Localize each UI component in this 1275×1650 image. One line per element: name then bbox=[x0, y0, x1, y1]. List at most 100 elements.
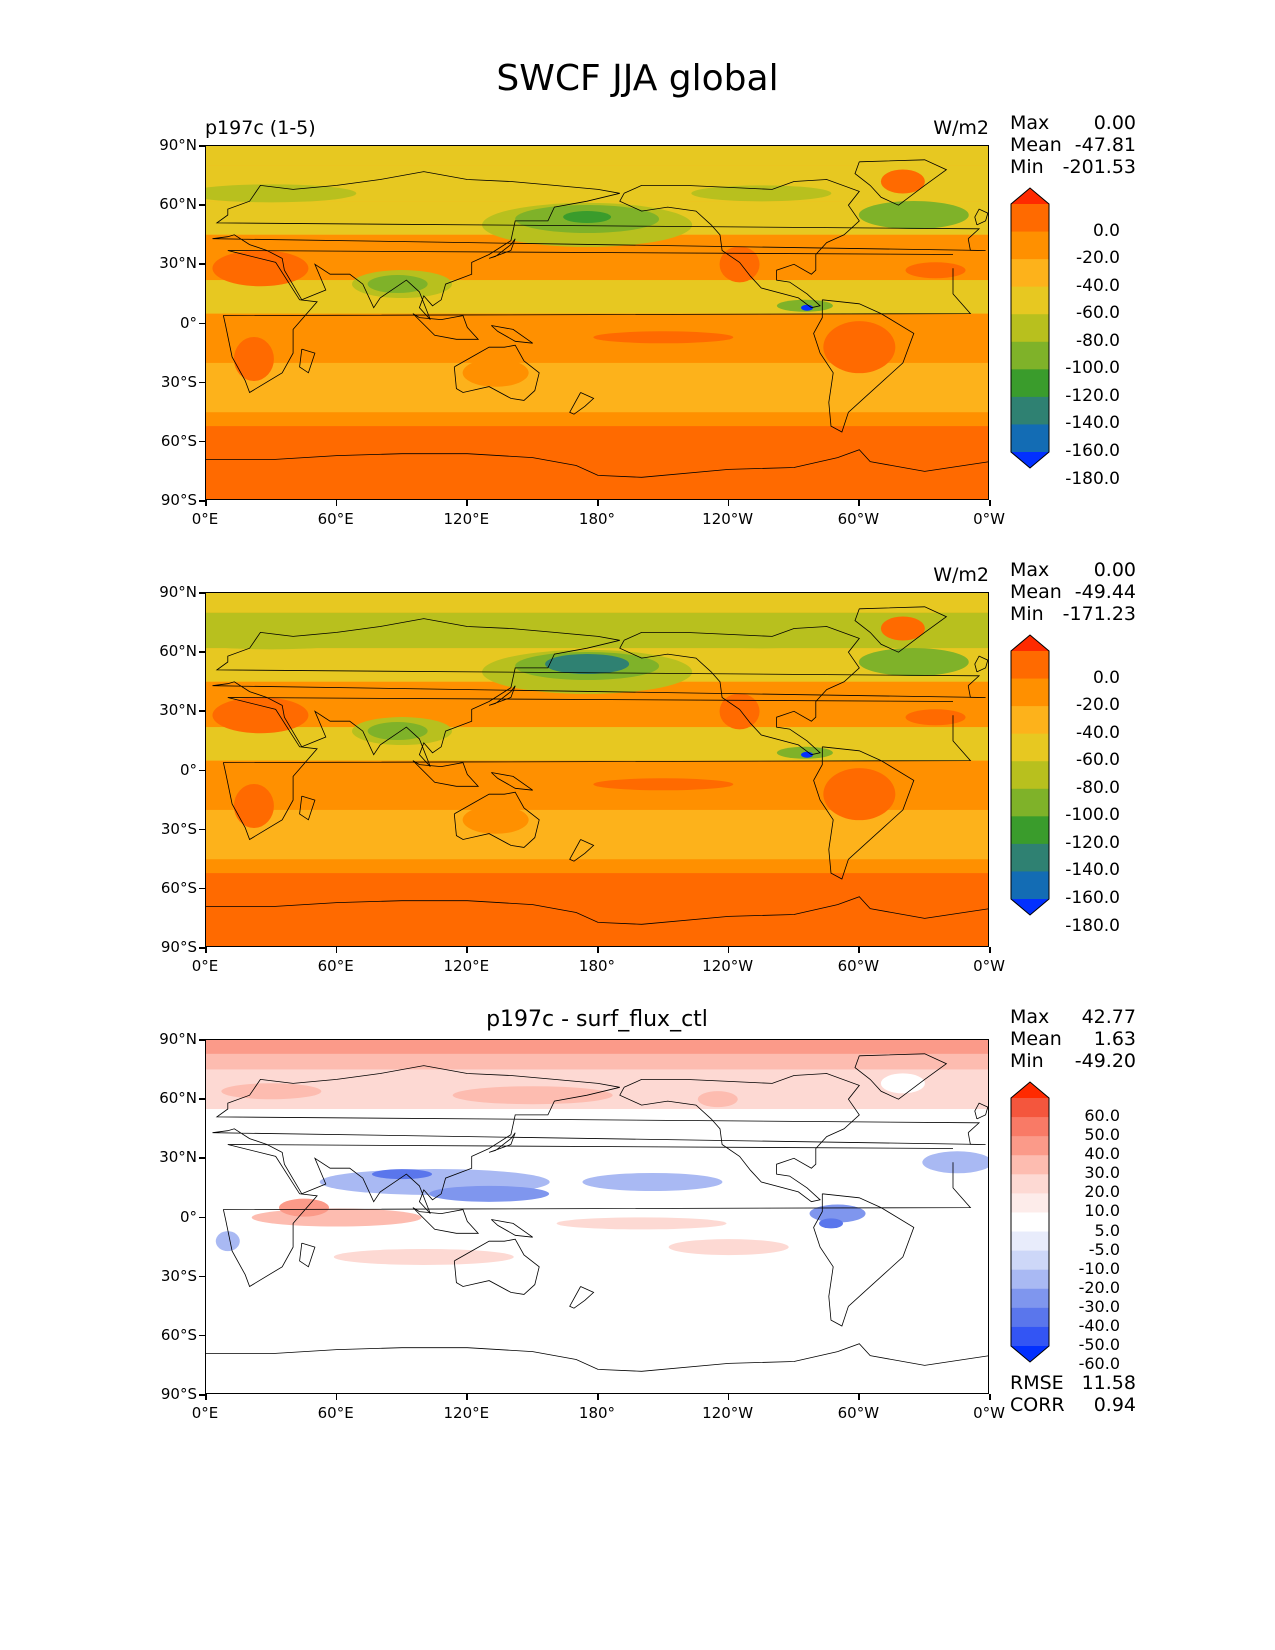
field-indian-ocean-positive bbox=[251, 1208, 422, 1227]
field-itcz-band bbox=[206, 727, 988, 761]
colorbar-tick-label: 40.0 bbox=[1084, 1144, 1120, 1164]
y-tick-label: 90°S bbox=[160, 491, 197, 509]
field-north-pacific-max bbox=[563, 211, 612, 223]
colorbar-tick-label: 20.0 bbox=[1084, 1182, 1120, 1202]
colorbar-segment bbox=[1011, 1212, 1049, 1233]
stat-name: Max bbox=[1010, 1006, 1050, 1028]
x-tick-mark bbox=[989, 1394, 991, 1400]
x-tick-mark bbox=[989, 500, 991, 506]
field-subtropical-atlantic bbox=[905, 709, 966, 726]
colorbar-tick-label: -5.0 bbox=[1088, 1239, 1120, 1259]
stat-value: 1.63 bbox=[1093, 1028, 1136, 1050]
x-tick-label: 60°E bbox=[317, 957, 354, 975]
field-equatorial-pacific bbox=[593, 778, 734, 791]
stat-value: -171.23 bbox=[1062, 603, 1136, 625]
stat-row: RMSE 11.58 bbox=[1010, 1372, 1136, 1394]
coastline-0 bbox=[222, 697, 972, 841]
field-itcz-band bbox=[206, 280, 988, 314]
y-tick-mark bbox=[199, 381, 205, 384]
field-wpac-negative bbox=[429, 1185, 550, 1202]
x-tick-label: 120°E bbox=[443, 510, 490, 528]
colorbar-tick-label: -20.0 bbox=[1076, 695, 1120, 716]
field-siberia-positive bbox=[452, 1086, 613, 1105]
panel-2-bottom-stats: RMSE 11.58 CORR 0.94 bbox=[1010, 1372, 1136, 1416]
field-sahara bbox=[212, 250, 309, 287]
colorbar-segment bbox=[1011, 396, 1049, 425]
y-tick-label: 90°N bbox=[159, 136, 197, 154]
stat-name: Max bbox=[1010, 112, 1050, 134]
field-southern-band bbox=[206, 859, 988, 874]
x-tick-label: 60°W bbox=[837, 510, 880, 528]
panel-0-field bbox=[206, 146, 988, 499]
colorbar-tick-label: -40.0 bbox=[1076, 275, 1120, 296]
x-tick-label: 0°E bbox=[191, 510, 219, 528]
coastline-12 bbox=[569, 839, 595, 862]
y-tick-label: 90°S bbox=[160, 1385, 197, 1403]
field-australia bbox=[462, 358, 529, 387]
coastline-5 bbox=[854, 606, 948, 653]
colorbar-extend-max bbox=[1011, 188, 1049, 204]
y-tick-mark bbox=[199, 204, 205, 206]
stat-row: Min -201.53 bbox=[1010, 156, 1136, 178]
panel-1-stats: Max 0.00 Mean -49.44 Min -171.23 bbox=[1010, 559, 1136, 625]
field-subarctic-band bbox=[206, 1069, 988, 1110]
coastline-5 bbox=[854, 1053, 948, 1100]
colorbar-segment bbox=[1011, 706, 1049, 735]
y-tick-label: 30°S bbox=[160, 1266, 197, 1285]
colorbar-tick-label: 5.0 bbox=[1094, 1220, 1120, 1240]
x-tick-mark bbox=[466, 1394, 468, 1400]
colorbar-tick-label: 0.0 bbox=[1092, 220, 1120, 241]
x-tick-label: 120°E bbox=[443, 957, 490, 975]
coastline-3 bbox=[619, 1073, 860, 1203]
x-tick-label: 120°W bbox=[702, 957, 754, 975]
coastline-0 bbox=[222, 1144, 972, 1288]
y-tick-label: 60°S bbox=[160, 878, 197, 897]
field-southern-band bbox=[206, 412, 988, 427]
stat-row: Mean -49.44 bbox=[1010, 581, 1136, 603]
y-tick-label: 90°N bbox=[159, 583, 197, 601]
colorbar-segment bbox=[1011, 1117, 1049, 1137]
x-tick-label: 120°E bbox=[443, 1404, 490, 1422]
y-tick-mark bbox=[199, 1334, 205, 1337]
stat-row: Max 0.00 bbox=[1010, 559, 1136, 581]
stat-row: Max 0.00 bbox=[1010, 112, 1136, 134]
panel-2-map bbox=[205, 1039, 989, 1394]
coastline-9 bbox=[491, 772, 533, 791]
field-amazon-core bbox=[819, 1218, 844, 1229]
field-east-africa-positive bbox=[279, 1198, 329, 1217]
y-tick-mark bbox=[199, 828, 205, 831]
coastline-0 bbox=[222, 250, 972, 394]
y-tick-mark bbox=[199, 145, 205, 147]
field-antarctic-band bbox=[206, 873, 988, 946]
stat-name: Min bbox=[1010, 156, 1044, 178]
y-tick-label: 0° bbox=[179, 1207, 197, 1226]
field-amazon-negative bbox=[809, 1204, 866, 1223]
field-alaska-positive bbox=[697, 1091, 738, 1108]
colorbar-tick-label: -40.0 bbox=[1078, 1315, 1120, 1335]
y-tick-mark bbox=[199, 263, 205, 265]
colorbar-segment bbox=[1011, 733, 1049, 762]
coastline-12 bbox=[569, 392, 595, 415]
y-tick-mark bbox=[199, 440, 205, 443]
y-tick-mark bbox=[199, 592, 205, 594]
y-tick-mark bbox=[199, 1157, 205, 1159]
x-tick-label: 0°E bbox=[191, 1404, 219, 1422]
colorbar-outline bbox=[1010, 634, 1050, 916]
colorbar-segment bbox=[1011, 1136, 1049, 1156]
field-australia bbox=[462, 805, 529, 834]
x-tick-mark bbox=[335, 947, 338, 953]
x-tick-mark bbox=[858, 500, 860, 506]
x-tick-label: 0°E bbox=[191, 957, 219, 975]
x-tick-label: 60°E bbox=[317, 1404, 354, 1422]
colorbar-tick-label: -30.0 bbox=[1078, 1296, 1120, 1316]
colorbar-tick-label: 0.0 bbox=[1092, 667, 1120, 688]
figure-title: SWCF JJA global bbox=[496, 58, 779, 99]
panel-1-units: W/m2 bbox=[933, 564, 989, 586]
y-tick-mark bbox=[199, 500, 205, 502]
x-tick-label: 0°W bbox=[973, 1404, 1005, 1422]
colorbar-tick-label: -120.0 bbox=[1065, 832, 1120, 853]
field-greenland bbox=[880, 616, 925, 641]
field-monsoon-core bbox=[367, 275, 428, 294]
colorbar-segment bbox=[1011, 259, 1049, 288]
field-central-pac-negative bbox=[582, 1173, 723, 1191]
